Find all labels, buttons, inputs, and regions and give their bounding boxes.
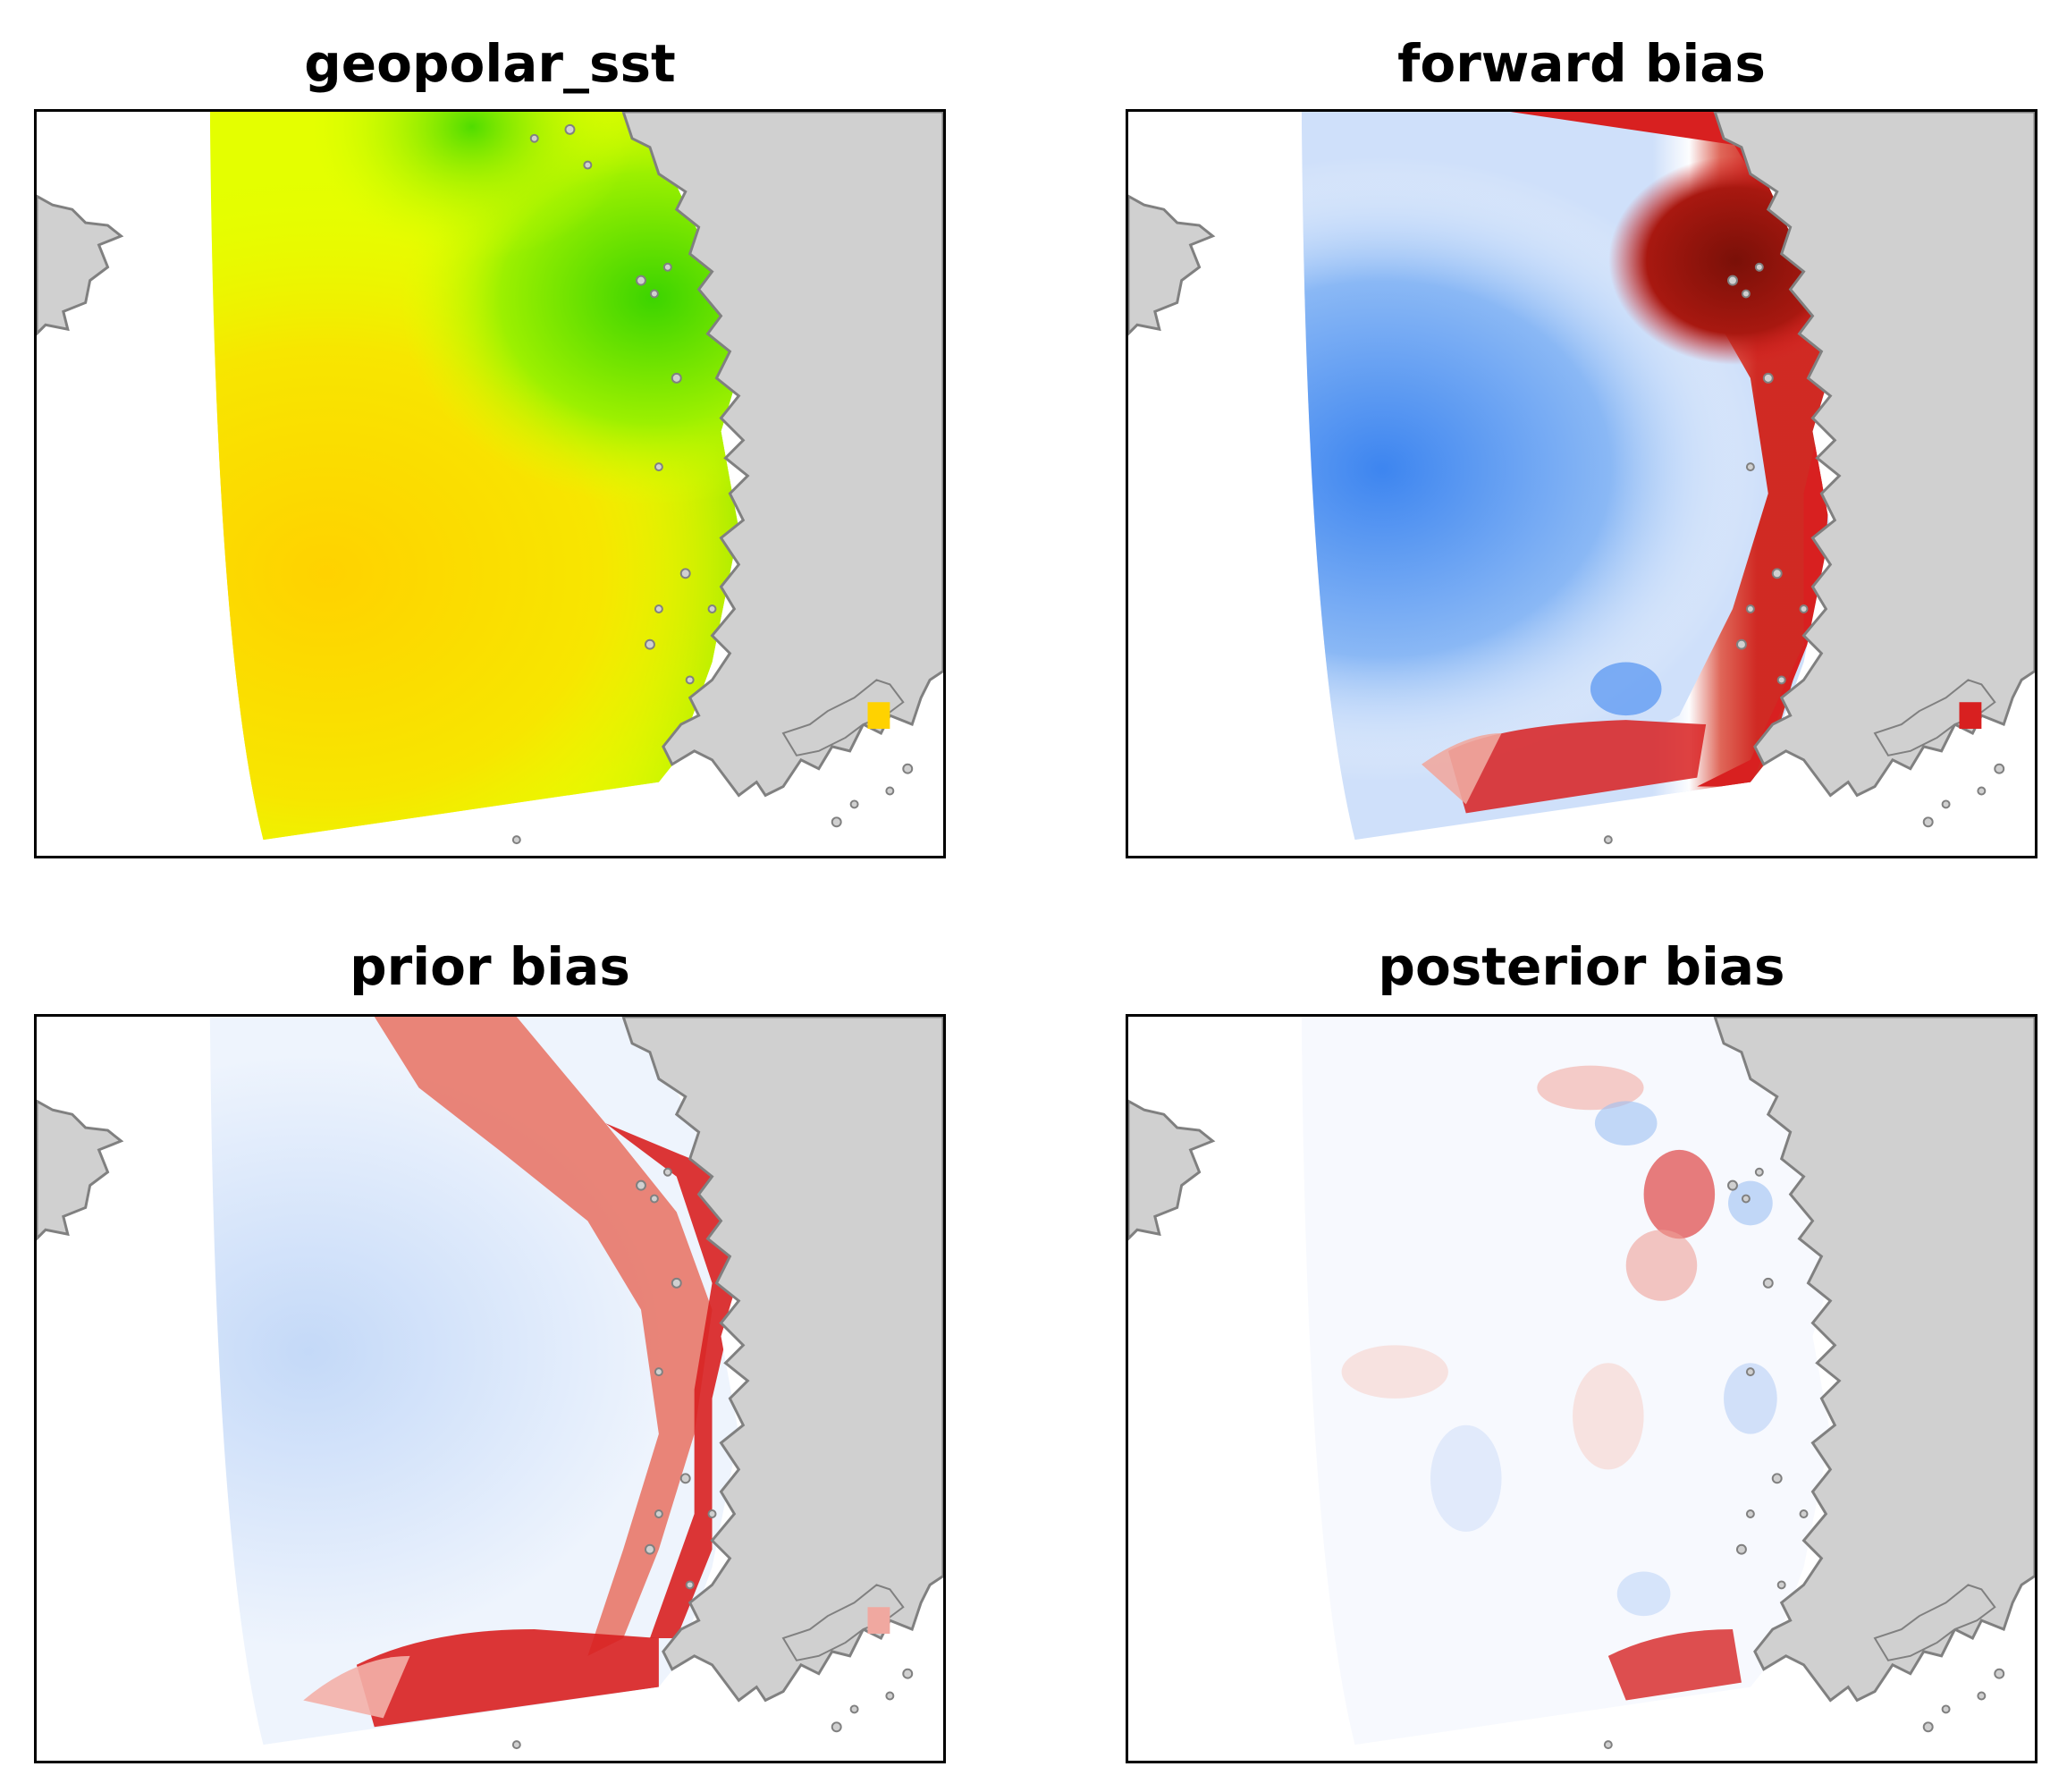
map-geopolar-sst bbox=[37, 112, 943, 845]
map-panel-geopolar-sst bbox=[34, 109, 946, 858]
map-prior-bias bbox=[37, 1017, 943, 1750]
map-forward-bias bbox=[1128, 112, 2035, 845]
panel-title-geopolar-sst: geopolar_sst bbox=[304, 33, 676, 94]
map-panel-prior-bias bbox=[34, 1014, 946, 1763]
panel-title-forward-bias: forward bias bbox=[1397, 33, 1766, 94]
map-posterior-bias bbox=[1128, 1017, 2035, 1750]
map-panel-posterior-bias bbox=[1126, 1014, 2037, 1763]
panel-title-prior-bias: prior bias bbox=[350, 936, 630, 997]
map-panel-forward-bias bbox=[1126, 109, 2037, 858]
panel-title-posterior-bias: posterior bias bbox=[1378, 936, 1785, 997]
